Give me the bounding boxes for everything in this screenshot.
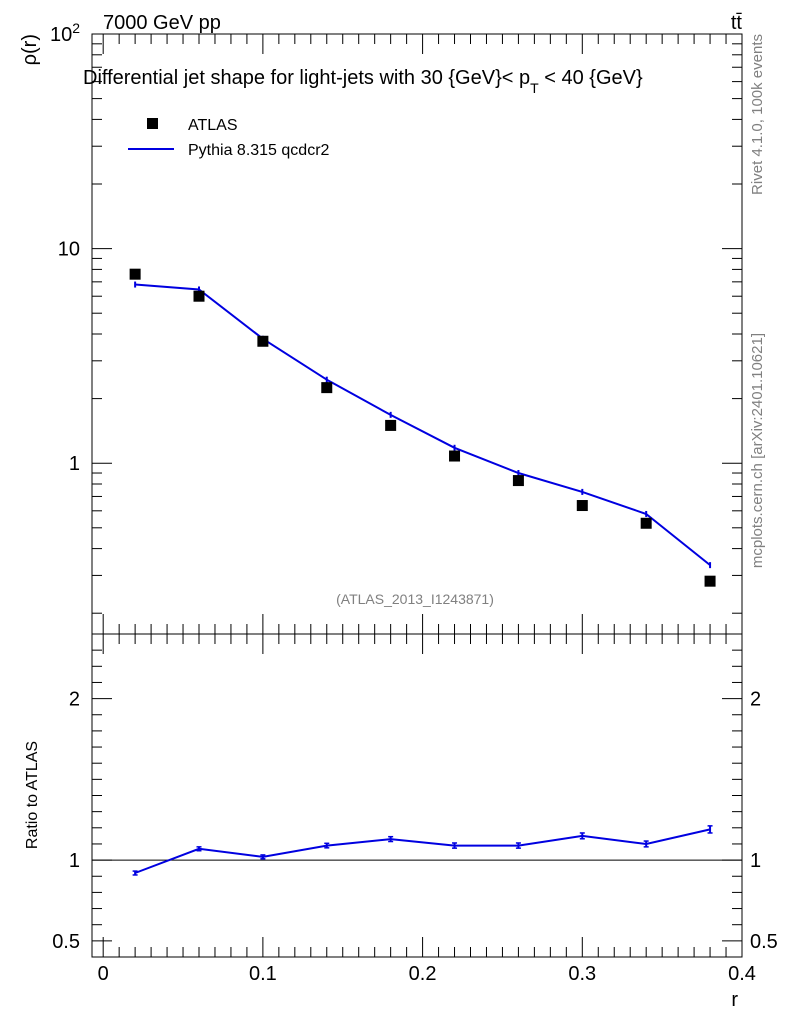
ratio-line <box>134 828 711 874</box>
atlas-data-point <box>704 575 716 587</box>
ratio-axis-labels: 0 0.1 0.2 0.3 0.4 0.5 0.5 1 1 2 2 <box>52 689 778 985</box>
xtick-label: 0.4 <box>728 963 756 985</box>
atlas-data-point <box>193 290 205 302</box>
atlas-data-point <box>321 382 333 394</box>
main-ytick-label: 10 <box>58 239 80 261</box>
legend-atlas-marker <box>147 118 158 129</box>
ratio-ytick-label-left: 2 <box>69 689 80 711</box>
atlas-data-point <box>129 268 141 280</box>
xtick-label: 0.2 <box>409 963 437 985</box>
legend-atlas-label: ATLAS <box>188 117 238 134</box>
ratio-ylabel: Ratio to ATLAS <box>24 741 41 849</box>
main-ylabel: ρ(r) <box>19 34 41 65</box>
x-axis-label: r <box>731 989 738 1011</box>
legend: ATLAS Pythia 8.315 qcdcr2 <box>128 117 330 159</box>
ratio-ytick-label-left: 0.5 <box>52 931 80 953</box>
main-ytick-label: 102 <box>50 20 80 46</box>
main-axis-labels: 1 10 102 <box>50 20 80 475</box>
header-left-label: 7000 GeV pp <box>103 12 221 34</box>
analysis-watermark: (ATLAS_2013_I1243871) <box>336 591 494 607</box>
main-axis-ticks <box>92 33 743 634</box>
atlas-data-point <box>576 500 588 512</box>
ratio-axis-ticks <box>92 633 743 958</box>
chart-title: Differential jet shape for light-jets wi… <box>83 67 643 96</box>
mcplots-label: mcplots.cern.ch [arXiv:2401.10621] <box>749 333 766 568</box>
xtick-label: 0.3 <box>568 963 596 985</box>
atlas-data-point <box>640 517 652 529</box>
header-right-label: tt̄ <box>731 12 743 34</box>
ratio-ytick-label-right: 1 <box>750 850 761 872</box>
main-plot-marks <box>129 268 716 587</box>
pythia-line <box>135 283 711 566</box>
rivet-label: Rivet 4.1.0, 100k events <box>749 34 766 195</box>
ratio-ytick-label-right: 0.5 <box>750 931 778 953</box>
ratio-plot-frame <box>91 633 743 958</box>
xtick-label: 0 <box>98 963 109 985</box>
ratio-ytick-label-right: 2 <box>750 689 761 711</box>
legend-pythia-label: Pythia 8.315 qcdcr2 <box>188 142 330 159</box>
atlas-data-point <box>385 419 397 431</box>
ratio-plot-marks <box>92 825 742 876</box>
atlas-data-point <box>449 450 461 462</box>
atlas-data-point <box>512 475 524 487</box>
main-ytick-label: 1 <box>69 453 80 475</box>
atlas-data-point <box>257 335 269 347</box>
xtick-label: 0.1 <box>249 963 277 985</box>
ratio-ytick-label-left: 1 <box>69 850 80 872</box>
